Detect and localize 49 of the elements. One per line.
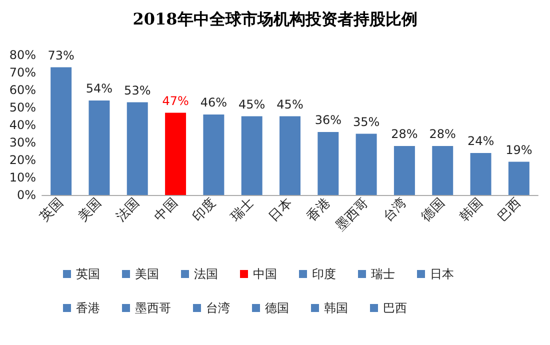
x-tick-label: 巴西: [495, 196, 524, 225]
data-label: 45%: [238, 97, 266, 112]
data-label: 36%: [314, 113, 342, 127]
x-tick-label: 英国: [37, 196, 66, 225]
data-label: 24%: [467, 134, 494, 148]
y-tick-label: 0%: [16, 188, 36, 202]
x-tick-label: 法国: [114, 196, 143, 225]
x-tick-label: 韩国: [457, 196, 486, 225]
legend-label: 香港: [76, 301, 100, 315]
data-label: 28%: [391, 127, 418, 141]
chart-title: 2018年中全球市场机构投资者持股比例: [132, 10, 418, 28]
y-tick-label: 30%: [9, 136, 36, 150]
data-label: 47%: [162, 94, 189, 108]
data-label: 28%: [429, 127, 456, 141]
x-tick-label: 瑞士: [228, 196, 258, 225]
y-tick-label: 70%: [9, 66, 36, 80]
legend-label: 韩国: [324, 301, 348, 315]
x-tick-label: 德国: [418, 196, 448, 225]
legend-label: 巴西: [383, 301, 407, 315]
legend-label: 中国: [253, 267, 277, 281]
data-label: 35%: [352, 114, 380, 129]
x-tick-label: 日本: [266, 196, 296, 225]
data-label: 45%: [276, 97, 304, 112]
legend-label: 美国: [135, 267, 159, 281]
y-tick-label: 80%: [9, 48, 36, 62]
legend-label: 瑞士: [371, 267, 395, 281]
legend-label: 台湾: [206, 301, 230, 315]
legend-label: 日本: [430, 267, 454, 281]
data-label: 54%: [86, 82, 113, 96]
y-tick-label: 60%: [9, 83, 36, 97]
legend-label: 法国: [194, 267, 218, 281]
x-tick-label: 香港: [304, 196, 334, 225]
x-tick-label: 印度: [189, 194, 219, 225]
data-label: 53%: [124, 83, 151, 98]
y-tick-label: 10%: [9, 170, 36, 184]
legend-label: 墨西哥: [135, 301, 171, 315]
legend-label: 英国: [76, 267, 100, 281]
y-tick-label: 40%: [9, 118, 36, 132]
y-tick-label: 20%: [9, 153, 36, 167]
x-tick-label: 美国: [74, 194, 105, 225]
data-label: 19%: [506, 142, 532, 157]
x-tick-label: 中国: [152, 196, 181, 225]
y-tick-label: 50%: [9, 100, 36, 114]
x-tick-label: 台湾: [380, 194, 410, 225]
data-label: 46%: [200, 96, 228, 110]
legend-label: 德国: [265, 301, 289, 315]
legend-label: 印度: [312, 267, 336, 281]
x-tick-label: 墨西哥: [333, 196, 372, 234]
data-label: 73%: [48, 48, 74, 62]
